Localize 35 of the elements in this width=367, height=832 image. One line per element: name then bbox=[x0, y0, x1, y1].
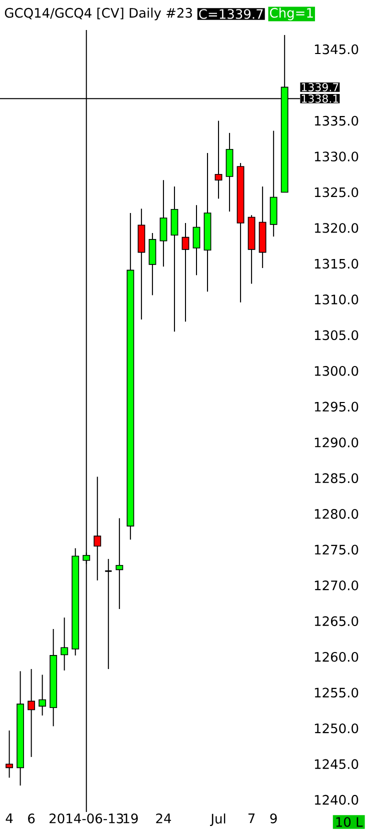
y-tick-label: 1290.0 bbox=[314, 438, 358, 448]
x-tick-label: 9 bbox=[270, 814, 277, 824]
x-tick-label: 6 bbox=[28, 814, 35, 824]
y-tick-label: 1315.0 bbox=[314, 258, 358, 269]
text: 10 L bbox=[336, 817, 363, 827]
y-tick-label: 1260.0 bbox=[314, 652, 358, 662]
y-tick-label: 1325.0 bbox=[314, 187, 358, 198]
y-tick-label: 1300.0 bbox=[314, 366, 358, 376]
y-tick-label: 1240.0 bbox=[314, 794, 358, 805]
chart-title: GCQ14/GCQ4 [CV] Daily #23 bbox=[4, 8, 192, 20]
y-tick-label: 1335.0 bbox=[314, 116, 358, 126]
y-tick-label: 1275.0 bbox=[314, 544, 358, 555]
y-tick-label: 1295.0 bbox=[314, 402, 358, 412]
y-tick-label: 1330.0 bbox=[314, 152, 358, 162]
x-tick-label: 2014-06-13 bbox=[50, 814, 124, 824]
y-tick-label: 1270.0 bbox=[314, 580, 358, 590]
y-tick-label: 1255.0 bbox=[314, 688, 358, 698]
y-tick-label: 1285.0 bbox=[314, 473, 358, 484]
x-tick-label: Jul bbox=[210, 814, 226, 826]
y-tick-label: 1245.0 bbox=[314, 759, 358, 770]
y-tick-label: 1310.0 bbox=[314, 294, 358, 304]
x-tick-label: 7 bbox=[248, 814, 255, 823]
ref-line-label: 1338.1 bbox=[302, 94, 338, 103]
y-tick-label: 1320.0 bbox=[314, 223, 358, 233]
text: Chg=1 bbox=[270, 8, 313, 20]
x-tick-label: 19 bbox=[124, 814, 138, 824]
y-tick-label: 1280.0 bbox=[314, 509, 358, 519]
x-tick-label: 24 bbox=[156, 814, 172, 824]
y-tick-label: 1265.0 bbox=[314, 616, 358, 626]
text: C=1339.7 bbox=[199, 9, 263, 19]
y-tick-label: 1345.0 bbox=[314, 44, 358, 54]
text: 1339.7 bbox=[302, 83, 338, 92]
x-tick-label: 4 bbox=[6, 814, 13, 823]
y-tick-label: 1250.0 bbox=[314, 723, 358, 734]
y-tick-label: 1305.0 bbox=[314, 330, 358, 340]
